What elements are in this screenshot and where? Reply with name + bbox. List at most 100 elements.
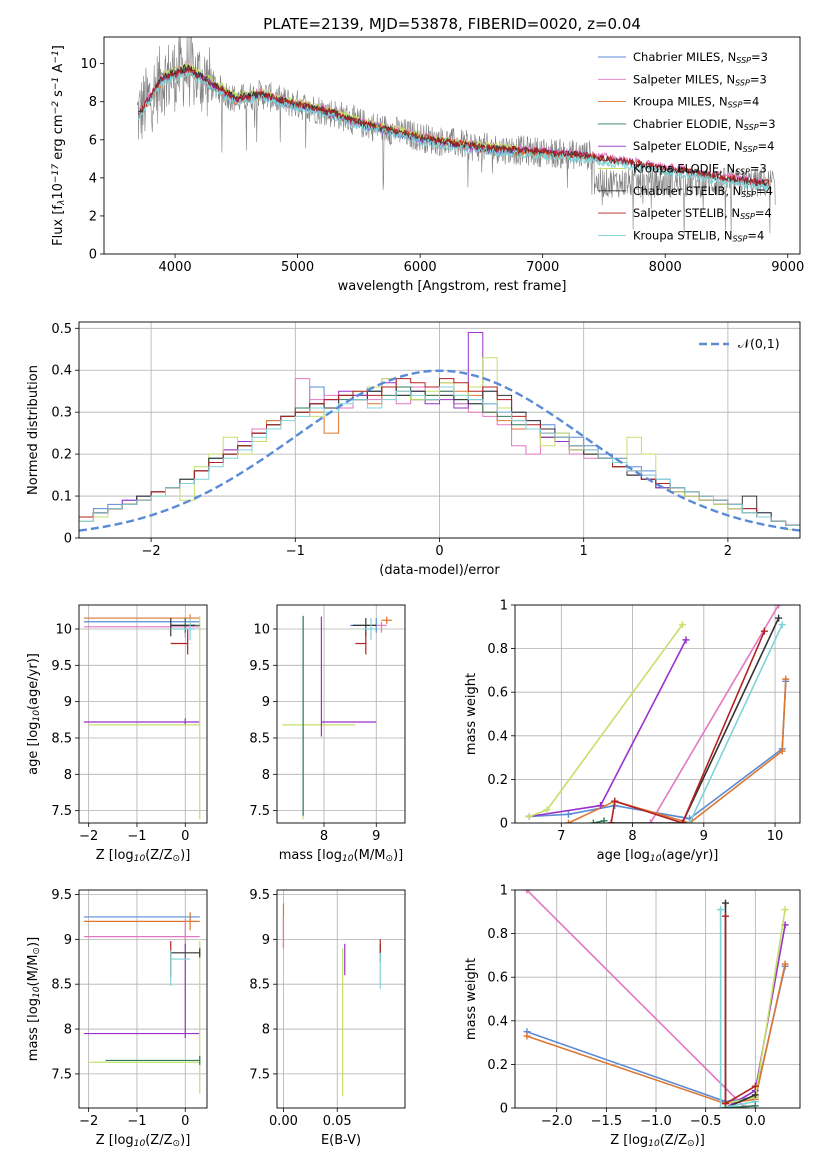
label-script: 10 (32, 986, 42, 998)
weight-marker (751, 1082, 759, 1090)
panel-spectrum: 4000 5000 6000 7000 8000 9000 0 2 4 6 8 10 wavelengt… (51, 15, 804, 294)
label-script: −1 (51, 77, 61, 90)
x-tick-label: 8 (628, 829, 636, 844)
label-text: 10 (51, 183, 66, 200)
weight-line (610, 630, 766, 823)
label-text: erg cm (51, 114, 66, 163)
legend-entry: Kroupa ELODIE, NSSP​=3 (633, 162, 767, 177)
weight-marker (564, 819, 572, 823)
axes-frame (276, 604, 406, 824)
weight-line (526, 890, 746, 1108)
label-text: =4 (756, 184, 773, 198)
weight-series (523, 890, 749, 1108)
weight-line (529, 681, 787, 820)
errorbar-point (83, 943, 200, 1039)
label-script: ⊙ (173, 1139, 181, 1149)
y-tick-label: 0.2 (487, 773, 508, 788)
panel-weight_vs_Z: −2.0 −1.5 −1.0 −0.5 0.0 0 0.2 0.4 0.6 0.8 1 Z [log1… (464, 884, 801, 1149)
x-axis-label: age [log10​(age/yr)] (597, 848, 719, 864)
weight-marker (682, 636, 690, 644)
y-tick-label: 1 (500, 599, 508, 614)
weight-marker (781, 960, 789, 968)
weight-marker (523, 1032, 531, 1040)
x-axis-label: Z [log10​(Z/Z⊙​)] (96, 848, 191, 864)
y-tick-label: 0 (64, 532, 72, 547)
legend-entry: Chabrier ELODIE, NSSP​=3 (633, 117, 776, 132)
panel-weight_vs_age: 7 8 9 10 0 0.2 0.4 0.6 0.8 1 age [log10​(age/yr)] m… (464, 599, 801, 864)
label-script: SSP (743, 145, 758, 154)
plot-area (136, 37, 776, 237)
weight-series (646, 605, 783, 823)
plot-area (79, 332, 800, 532)
label-text: age [log (26, 722, 41, 775)
axes-frame (78, 604, 208, 824)
label-text: Chabrier MILES, N (633, 50, 736, 64)
y-tick-label: 9.5 (249, 659, 270, 674)
errorbar-point (170, 950, 191, 986)
weight-line (719, 909, 756, 1108)
y-tick-label: 0.4 (51, 364, 72, 379)
label-script: λ (57, 200, 67, 206)
label-script: ⊙ (173, 854, 181, 864)
legend: Chabrier MILES, NSSP​=3 Salpeter MILES, N… (598, 50, 776, 243)
errorbar-point (88, 941, 201, 1094)
panel-residuals: −2 −1 0 1 2 0 0.1 0.2 0.3 0.4 0.5 (data-model)/erro… (26, 321, 801, 578)
label-text: age [log (597, 848, 650, 863)
weight-marker (717, 906, 725, 914)
label-text: Salpeter MILES, N (633, 72, 735, 86)
label-script: 10 (32, 710, 42, 722)
label-script: ⊙ (32, 947, 42, 955)
label-text: =4 (755, 206, 772, 220)
legend-entry: Kroupa MILES, NSSP​=4 (633, 95, 759, 110)
weight-series (722, 912, 759, 1108)
histogram-series (79, 386, 800, 526)
x-axis-label: E(B-V) (321, 1133, 361, 1148)
errorbar-point (88, 615, 201, 820)
errorbar-point (170, 628, 189, 655)
x-tick-label: 0.00 (269, 1114, 298, 1129)
label-text: =3 (759, 117, 776, 131)
weight-marker (600, 817, 608, 823)
weight-marker (775, 605, 783, 609)
label-script: SSP (728, 101, 743, 110)
x-tick-label: 5000 (281, 260, 314, 275)
label-text: Chabrier STELIB, N (633, 184, 741, 198)
y-axis-label: Normed distribution (26, 365, 41, 495)
x-tick-label: 0 (181, 1114, 189, 1129)
y-tick-label: 8 (64, 768, 72, 783)
label-text: )] (26, 937, 41, 947)
y-tick-label: 10 (55, 622, 72, 637)
y-tick-label: 0.6 (487, 686, 508, 701)
label-text: Kroupa MILES, N (633, 95, 728, 109)
label-text: (Z/Z (145, 848, 172, 863)
label-text: =4 (757, 139, 774, 153)
axes-frame (276, 889, 406, 1109)
label-text: Z [log (96, 848, 134, 863)
panel-mass_vs_Z: −2 −1 0 7.5 8 8.5 9 9.5 Z [log10​(Z/Z⊙​)] mass [l… (26, 888, 208, 1149)
y-tick-label: 10 (253, 622, 270, 637)
label-script: 10 (134, 854, 146, 864)
label-text: =3 (750, 72, 767, 86)
y-tick-label: 8.5 (51, 978, 72, 993)
legend-entry: Chabrier MILES, NSSP​=3 (633, 50, 768, 65)
model-line (137, 70, 770, 191)
label-text: mass [log (279, 848, 342, 863)
plot-area (525, 605, 790, 823)
label-script: SSP (744, 123, 759, 132)
x-tick-label: −0.5 (690, 1114, 722, 1129)
label-script: SSP (735, 168, 750, 177)
axes-frame (514, 604, 801, 824)
axes-frame (103, 36, 801, 255)
x-tick-label: −2 (79, 829, 98, 844)
x-tick-label: 7 (557, 829, 565, 844)
weight-marker (751, 1102, 759, 1108)
weight-line (529, 624, 684, 818)
label-script: SSP (740, 212, 755, 221)
errorbar-point (170, 618, 195, 637)
errorbar-point (83, 618, 200, 626)
y-tick-label: 2 (89, 209, 97, 224)
y-tick-label: 0 (500, 1102, 508, 1117)
errorbar-point (83, 912, 200, 931)
ticks: 7 8 9 10 0 0.2 0.4 0.6 0.8 1 (487, 599, 783, 845)
y-tick-label: 9 (262, 695, 270, 710)
